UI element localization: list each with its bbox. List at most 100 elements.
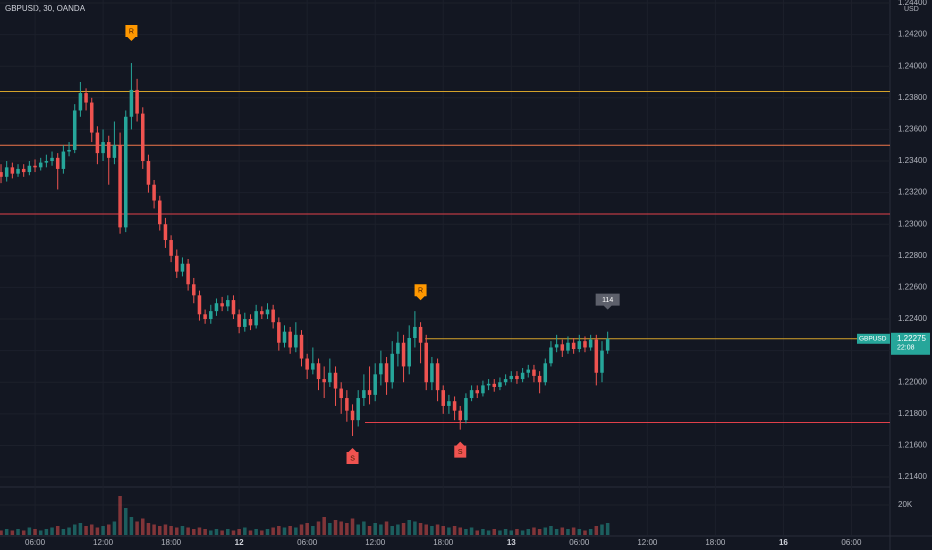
volume-bar: [515, 529, 519, 535]
y-tick-label: 1.23800: [898, 93, 927, 102]
volume-bar: [464, 529, 468, 535]
candle-body: [515, 375, 519, 380]
candle-body: [350, 410, 355, 421]
candle-body: [10, 167, 15, 174]
volume-bar: [141, 518, 145, 535]
x-tick-label: 16: [779, 538, 788, 547]
volume-bar: [605, 523, 610, 535]
candle-body: [50, 157, 54, 162]
candle-body: [390, 353, 394, 383]
candle-body: [243, 319, 247, 327]
candle-body: [112, 145, 117, 158]
candle-body: [78, 93, 83, 111]
y-tick-label: 1.24200: [898, 30, 927, 39]
candle-body: [72, 110, 77, 150]
candle-body: [486, 383, 491, 386]
candle-body: [299, 334, 304, 359]
volume-bar: [379, 524, 383, 535]
volume-bar: [294, 527, 298, 535]
volume-bar: [384, 521, 389, 535]
volume-bar: [339, 521, 343, 535]
candle-body: [435, 363, 440, 391]
candle-body: [333, 372, 338, 389]
candle-body: [231, 300, 236, 315]
volume-bar: [21, 530, 26, 535]
candle-body: [33, 165, 37, 168]
candle-body: [458, 410, 463, 421]
last-price-countdown: 22:08: [897, 345, 915, 352]
volume-bar: [469, 527, 474, 535]
volume-bar: [311, 526, 315, 535]
volume-bar: [588, 529, 593, 535]
candle-body: [520, 372, 525, 380]
candle-body: [481, 385, 485, 394]
volume-bar: [27, 527, 32, 535]
candle-body: [21, 168, 26, 173]
volume-bar: [101, 526, 105, 535]
volume-bar: [123, 508, 128, 535]
marker-label: R: [129, 28, 134, 35]
candle-body: [475, 390, 480, 394]
marker-label: S: [350, 455, 355, 462]
candle-body: [492, 383, 497, 387]
candle-body: [135, 89, 139, 114]
candle-body: [89, 102, 94, 133]
marker-shape: [454, 441, 467, 458]
volume-bar: [282, 527, 287, 535]
volume-bar: [226, 529, 230, 535]
signal-marker: 114: [595, 293, 620, 310]
volume-bar: [543, 527, 548, 535]
signal-marker: S: [454, 441, 467, 458]
candle-body: [186, 263, 190, 285]
signal-marker: R: [414, 284, 427, 301]
marker-shape: [414, 284, 427, 301]
volume-bar: [186, 527, 190, 535]
candle-body: [209, 311, 213, 320]
volume-bar: [390, 526, 394, 535]
volume-bar: [322, 517, 326, 535]
candle-body: [141, 113, 145, 162]
volume-bar: [401, 523, 406, 535]
candle-body: [38, 162, 43, 168]
volume-bar: [277, 526, 281, 535]
volume-bar: [328, 523, 332, 535]
volume-bar: [571, 527, 576, 535]
candle-body: [605, 338, 610, 351]
volume-bar: [356, 524, 360, 535]
x-tick-label: 06:00: [569, 538, 590, 547]
volume-bar: [458, 527, 463, 535]
candle-body: [413, 326, 417, 338]
volume-bar: [560, 527, 565, 535]
candle-body: [197, 295, 202, 315]
candle-body: [260, 311, 264, 315]
candle-body: [158, 200, 162, 225]
candle-body: [237, 314, 241, 327]
chart-title: GBPUSD, 30, OANDA: [5, 4, 86, 13]
volume-bar: [44, 529, 49, 535]
candle-body: [379, 363, 383, 375]
signal-marker: S: [346, 447, 359, 464]
candle-body: [265, 309, 270, 315]
volume-bar: [271, 527, 275, 535]
volume-bar: [152, 524, 156, 535]
volume-bar: [4, 529, 9, 535]
volume-bar: [129, 517, 134, 535]
volume-bar: [231, 530, 236, 535]
volume-bar: [367, 526, 372, 535]
volume-bar: [158, 526, 162, 535]
volume-bar: [520, 530, 525, 535]
volume-bar: [435, 524, 440, 535]
candle-body: [152, 184, 156, 201]
volume-bar: [197, 527, 202, 535]
candle-body: [163, 224, 168, 241]
volume-bar: [118, 496, 122, 535]
volume-bar: [503, 529, 508, 535]
volume-bar: [594, 526, 599, 535]
volume-bar: [192, 529, 196, 535]
volume-bar: [509, 530, 514, 535]
candle-body: [498, 382, 502, 387]
x-tick-label: 12:00: [365, 538, 386, 547]
volume-bar: [407, 520, 411, 535]
